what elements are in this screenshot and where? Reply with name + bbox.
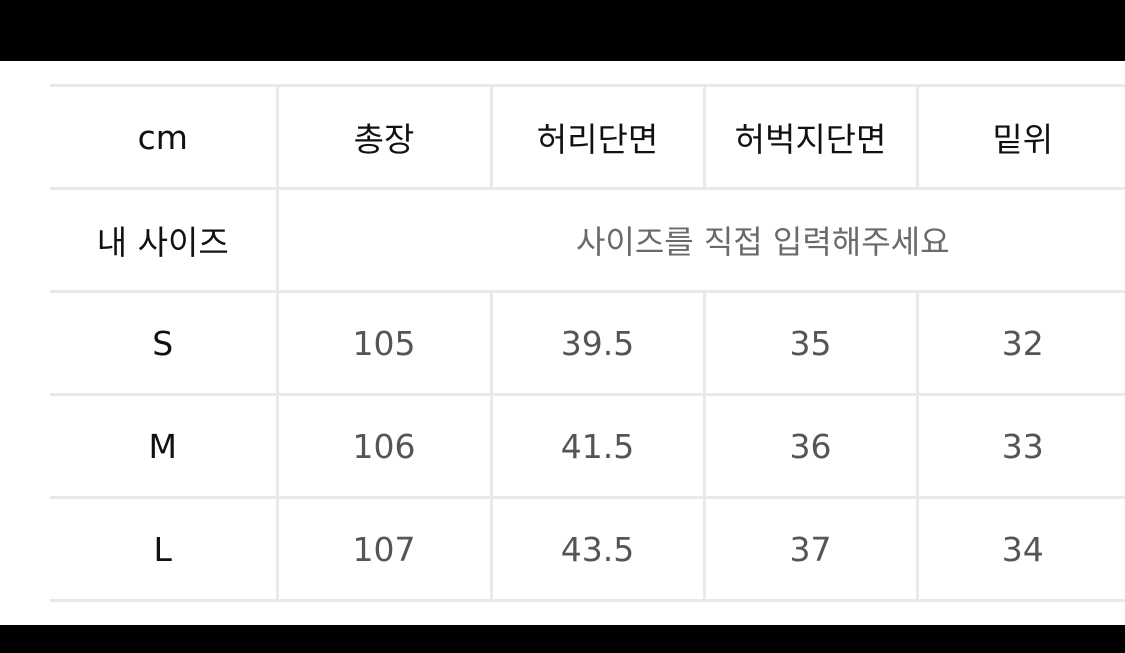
bottom-black-bar — [0, 625, 1125, 653]
cell: 36 — [702, 393, 919, 499]
size-chart-table: cm 총장 허리단면 허벅지단면 밑위 내 사이즈 사이즈를 직접 입력해주세요… — [50, 84, 1125, 602]
cell: 35 — [702, 290, 919, 396]
cell: 33 — [915, 393, 1125, 499]
header-rise: 밑위 — [915, 84, 1125, 190]
size-label: L — [50, 496, 279, 602]
cell: 37 — [702, 496, 919, 602]
table-header-row: cm 총장 허리단면 허벅지단면 밑위 — [50, 84, 1125, 190]
table-row: S 105 39.5 35 32 — [50, 290, 1125, 396]
cell: 39.5 — [489, 290, 706, 396]
my-size-label: 내 사이즈 — [50, 187, 279, 293]
my-size-row: 내 사이즈 사이즈를 직접 입력해주세요 — [50, 187, 1125, 293]
header-waist: 허리단면 — [489, 84, 706, 190]
cell: 105 — [275, 290, 493, 396]
top-black-bar — [0, 0, 1125, 61]
cell: 43.5 — [489, 496, 706, 602]
cell: 106 — [275, 393, 493, 499]
size-label: S — [50, 290, 279, 396]
size-label: M — [50, 393, 279, 499]
header-total-length: 총장 — [275, 84, 493, 190]
cell: 107 — [275, 496, 493, 602]
cell: 34 — [915, 496, 1125, 602]
table-row: L 107 43.5 37 34 — [50, 496, 1125, 602]
table-row: M 106 41.5 36 33 — [50, 393, 1125, 499]
cell: 32 — [915, 290, 1125, 396]
cell: 41.5 — [489, 393, 706, 499]
header-unit: cm — [50, 84, 279, 190]
my-size-input[interactable]: 사이즈를 직접 입력해주세요 — [275, 187, 1125, 293]
header-thigh: 허벅지단면 — [702, 84, 919, 190]
